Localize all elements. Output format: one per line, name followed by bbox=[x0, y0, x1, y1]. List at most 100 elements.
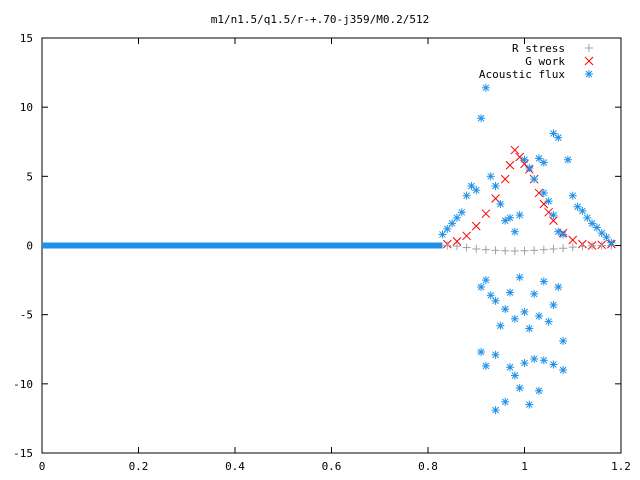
g-work-point bbox=[505, 160, 515, 170]
acoustic-flux-point bbox=[520, 359, 529, 368]
r-stress-point bbox=[568, 243, 577, 252]
y-tick-label: -10 bbox=[13, 378, 33, 391]
legend-marker-acoustic-flux bbox=[585, 70, 593, 78]
y-tick-label: 15 bbox=[20, 32, 33, 45]
acoustic-flux-point bbox=[549, 129, 558, 138]
r-stress-point bbox=[578, 242, 587, 251]
acoustic-flux-point bbox=[501, 305, 510, 314]
acoustic-flux-point bbox=[559, 230, 568, 239]
g-work-point bbox=[462, 231, 471, 241]
acoustic-flux-point bbox=[510, 371, 519, 380]
acoustic-flux-point bbox=[559, 366, 568, 374]
acoustic-flux-point bbox=[443, 224, 452, 233]
acoustic-flux-point bbox=[583, 213, 592, 222]
acoustic-flux-point bbox=[486, 291, 495, 300]
acoustic-flux-point bbox=[491, 296, 500, 305]
chart-title: m1/n1.5/q1.5/r-+.70-j359/M0.2/512 bbox=[211, 13, 430, 26]
r-stress-point bbox=[443, 241, 452, 250]
x-tick-label: 0.6 bbox=[322, 460, 342, 473]
acoustic-flux-point bbox=[510, 314, 519, 323]
acoustic-flux-point bbox=[525, 164, 534, 173]
acoustic-flux-point bbox=[539, 356, 548, 365]
acoustic-flux-point bbox=[539, 277, 548, 286]
acoustic-flux-point bbox=[530, 354, 539, 363]
acoustic-flux-point bbox=[481, 276, 490, 285]
acoustic-flux-point bbox=[506, 363, 515, 372]
legend-label-g-work: G work bbox=[525, 55, 565, 68]
acoustic-flux-point bbox=[549, 360, 558, 369]
chart-marks bbox=[42, 83, 616, 415]
acoustic-flux-point bbox=[472, 186, 481, 195]
acoustic-flux-point bbox=[452, 213, 461, 222]
acoustic-flux-point bbox=[506, 288, 515, 297]
y-tick-label: 10 bbox=[20, 101, 33, 114]
g-work-point bbox=[510, 145, 520, 155]
acoustic-flux-point bbox=[568, 191, 577, 200]
r-stress-point bbox=[539, 245, 548, 254]
acoustic-flux-point bbox=[501, 216, 510, 225]
acoustic-flux-point bbox=[515, 383, 524, 392]
acoustic-flux-point bbox=[520, 307, 529, 316]
acoustic-flux-point bbox=[438, 230, 447, 239]
acoustic-flux-point bbox=[563, 155, 572, 164]
g-work-point bbox=[452, 236, 462, 246]
g-work-point bbox=[491, 194, 500, 203]
legend-marker-r-stress bbox=[585, 44, 593, 52]
acoustic-flux-point bbox=[559, 336, 568, 345]
acoustic-flux-point bbox=[602, 233, 611, 242]
x-tick-label: 0.4 bbox=[225, 460, 245, 473]
acoustic-flux-point bbox=[607, 238, 616, 247]
acoustic-flux-point bbox=[491, 350, 500, 359]
r-stress-point bbox=[549, 244, 558, 253]
r-stress-point bbox=[559, 244, 568, 253]
acoustic-flux-point bbox=[592, 223, 601, 232]
r-stress-point bbox=[501, 246, 510, 255]
axes: 0 0.2 0.4 0.6 0.8 1 1.2 -15 -10 -5 0 5 10 15 bbox=[13, 32, 631, 473]
acoustic-flux-point bbox=[520, 155, 529, 164]
acoustic-flux-point bbox=[501, 397, 510, 406]
acoustic-flux-point bbox=[549, 300, 558, 309]
acoustic-flux-point bbox=[467, 182, 476, 191]
acoustic-flux-point bbox=[457, 208, 466, 217]
r-stress-point bbox=[530, 246, 539, 255]
r-stress-point bbox=[472, 244, 481, 253]
acoustic-flux-point bbox=[530, 175, 539, 184]
y-tick-label: -5 bbox=[20, 309, 33, 322]
x-tick-label: 1.2 bbox=[611, 460, 631, 473]
x-tick-label: 0 bbox=[39, 460, 46, 473]
r-stress-point bbox=[491, 246, 500, 255]
acoustic-flux-point bbox=[539, 188, 548, 197]
acoustic-flux-point bbox=[448, 219, 457, 228]
r-stress-point bbox=[588, 241, 597, 250]
acoustic-flux-zero-band bbox=[42, 242, 443, 249]
acoustic-flux-point bbox=[491, 182, 500, 191]
r-stress-point bbox=[462, 243, 471, 252]
acoustic-flux-point bbox=[578, 206, 587, 215]
acoustic-flux-point bbox=[539, 158, 548, 167]
acoustic-flux-point bbox=[525, 400, 534, 409]
acoustic-flux-point bbox=[515, 211, 524, 220]
g-work-point bbox=[500, 174, 510, 184]
acoustic-flux-point bbox=[554, 283, 563, 291]
y-tick-label: 0 bbox=[26, 240, 33, 253]
acoustic-flux-point bbox=[506, 213, 515, 222]
r-stress-point bbox=[520, 246, 529, 255]
acoustic-flux-point bbox=[462, 191, 471, 200]
acoustic-flux-point bbox=[534, 386, 543, 395]
acoustic-flux-point bbox=[496, 321, 505, 330]
r-stress-point bbox=[481, 245, 490, 254]
acoustic-flux-point bbox=[544, 317, 553, 326]
y-tick-label: -15 bbox=[13, 447, 33, 460]
r-stress-point bbox=[510, 247, 519, 256]
legend-label-r-stress: R stress bbox=[512, 42, 565, 55]
r-stress-point bbox=[597, 241, 606, 250]
acoustic-flux-point bbox=[491, 406, 500, 415]
acoustic-flux-point bbox=[477, 348, 486, 357]
g-work-point bbox=[568, 235, 578, 245]
x-tick-label: 0.2 bbox=[129, 460, 149, 473]
acoustic-flux-point bbox=[496, 200, 505, 208]
acoustic-flux-point bbox=[481, 361, 490, 370]
g-work-point bbox=[481, 209, 491, 219]
